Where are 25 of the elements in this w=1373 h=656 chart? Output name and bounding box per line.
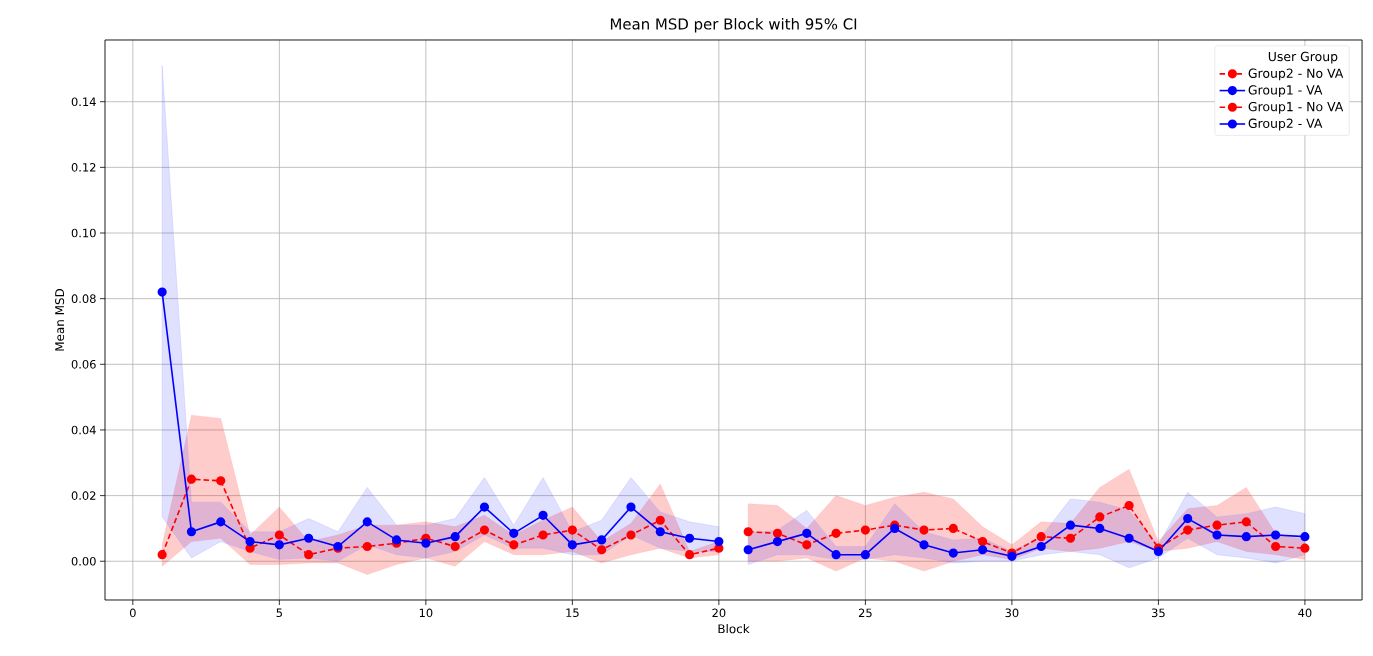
x-tick-label: 35	[1151, 608, 1165, 618]
legend-title: User Group	[1268, 51, 1338, 64]
legend-label: Group2 - No VA	[1248, 68, 1344, 81]
y-tick-label: 0.04	[71, 425, 96, 435]
x-tick-label: 20	[712, 608, 726, 618]
x-tick-label: 0	[129, 608, 136, 618]
y-tick-label: 0.14	[71, 97, 96, 107]
x-axis-title: Block	[718, 624, 750, 634]
x-tick-label: 10	[419, 608, 433, 618]
x-tick-label: 25	[858, 608, 872, 618]
legend-label: Group1 - No VA	[1248, 101, 1344, 114]
y-tick-label: 0.00	[71, 556, 96, 566]
legend-label: Group2 - VA	[1248, 118, 1323, 131]
y-tick-label: 0.02	[71, 491, 96, 500]
x-tick-label: 15	[566, 608, 579, 618]
x-tick-label: 30	[1005, 608, 1019, 618]
y-tick-label: 0.06	[71, 359, 96, 369]
x-tick-label: 5	[276, 608, 282, 618]
y-tick-label: 0.12	[71, 163, 96, 172]
y-tick-label: 0.10	[71, 228, 96, 238]
y-tick-label: 0.08	[71, 294, 96, 303]
y-axis-title: Mean MSD	[55, 288, 65, 351]
x-tick-label: 40	[1298, 608, 1312, 618]
chart-title: Mean MSD per Block with 95% CI	[610, 18, 857, 33]
legend-label: Group1 - VA	[1248, 85, 1323, 98]
